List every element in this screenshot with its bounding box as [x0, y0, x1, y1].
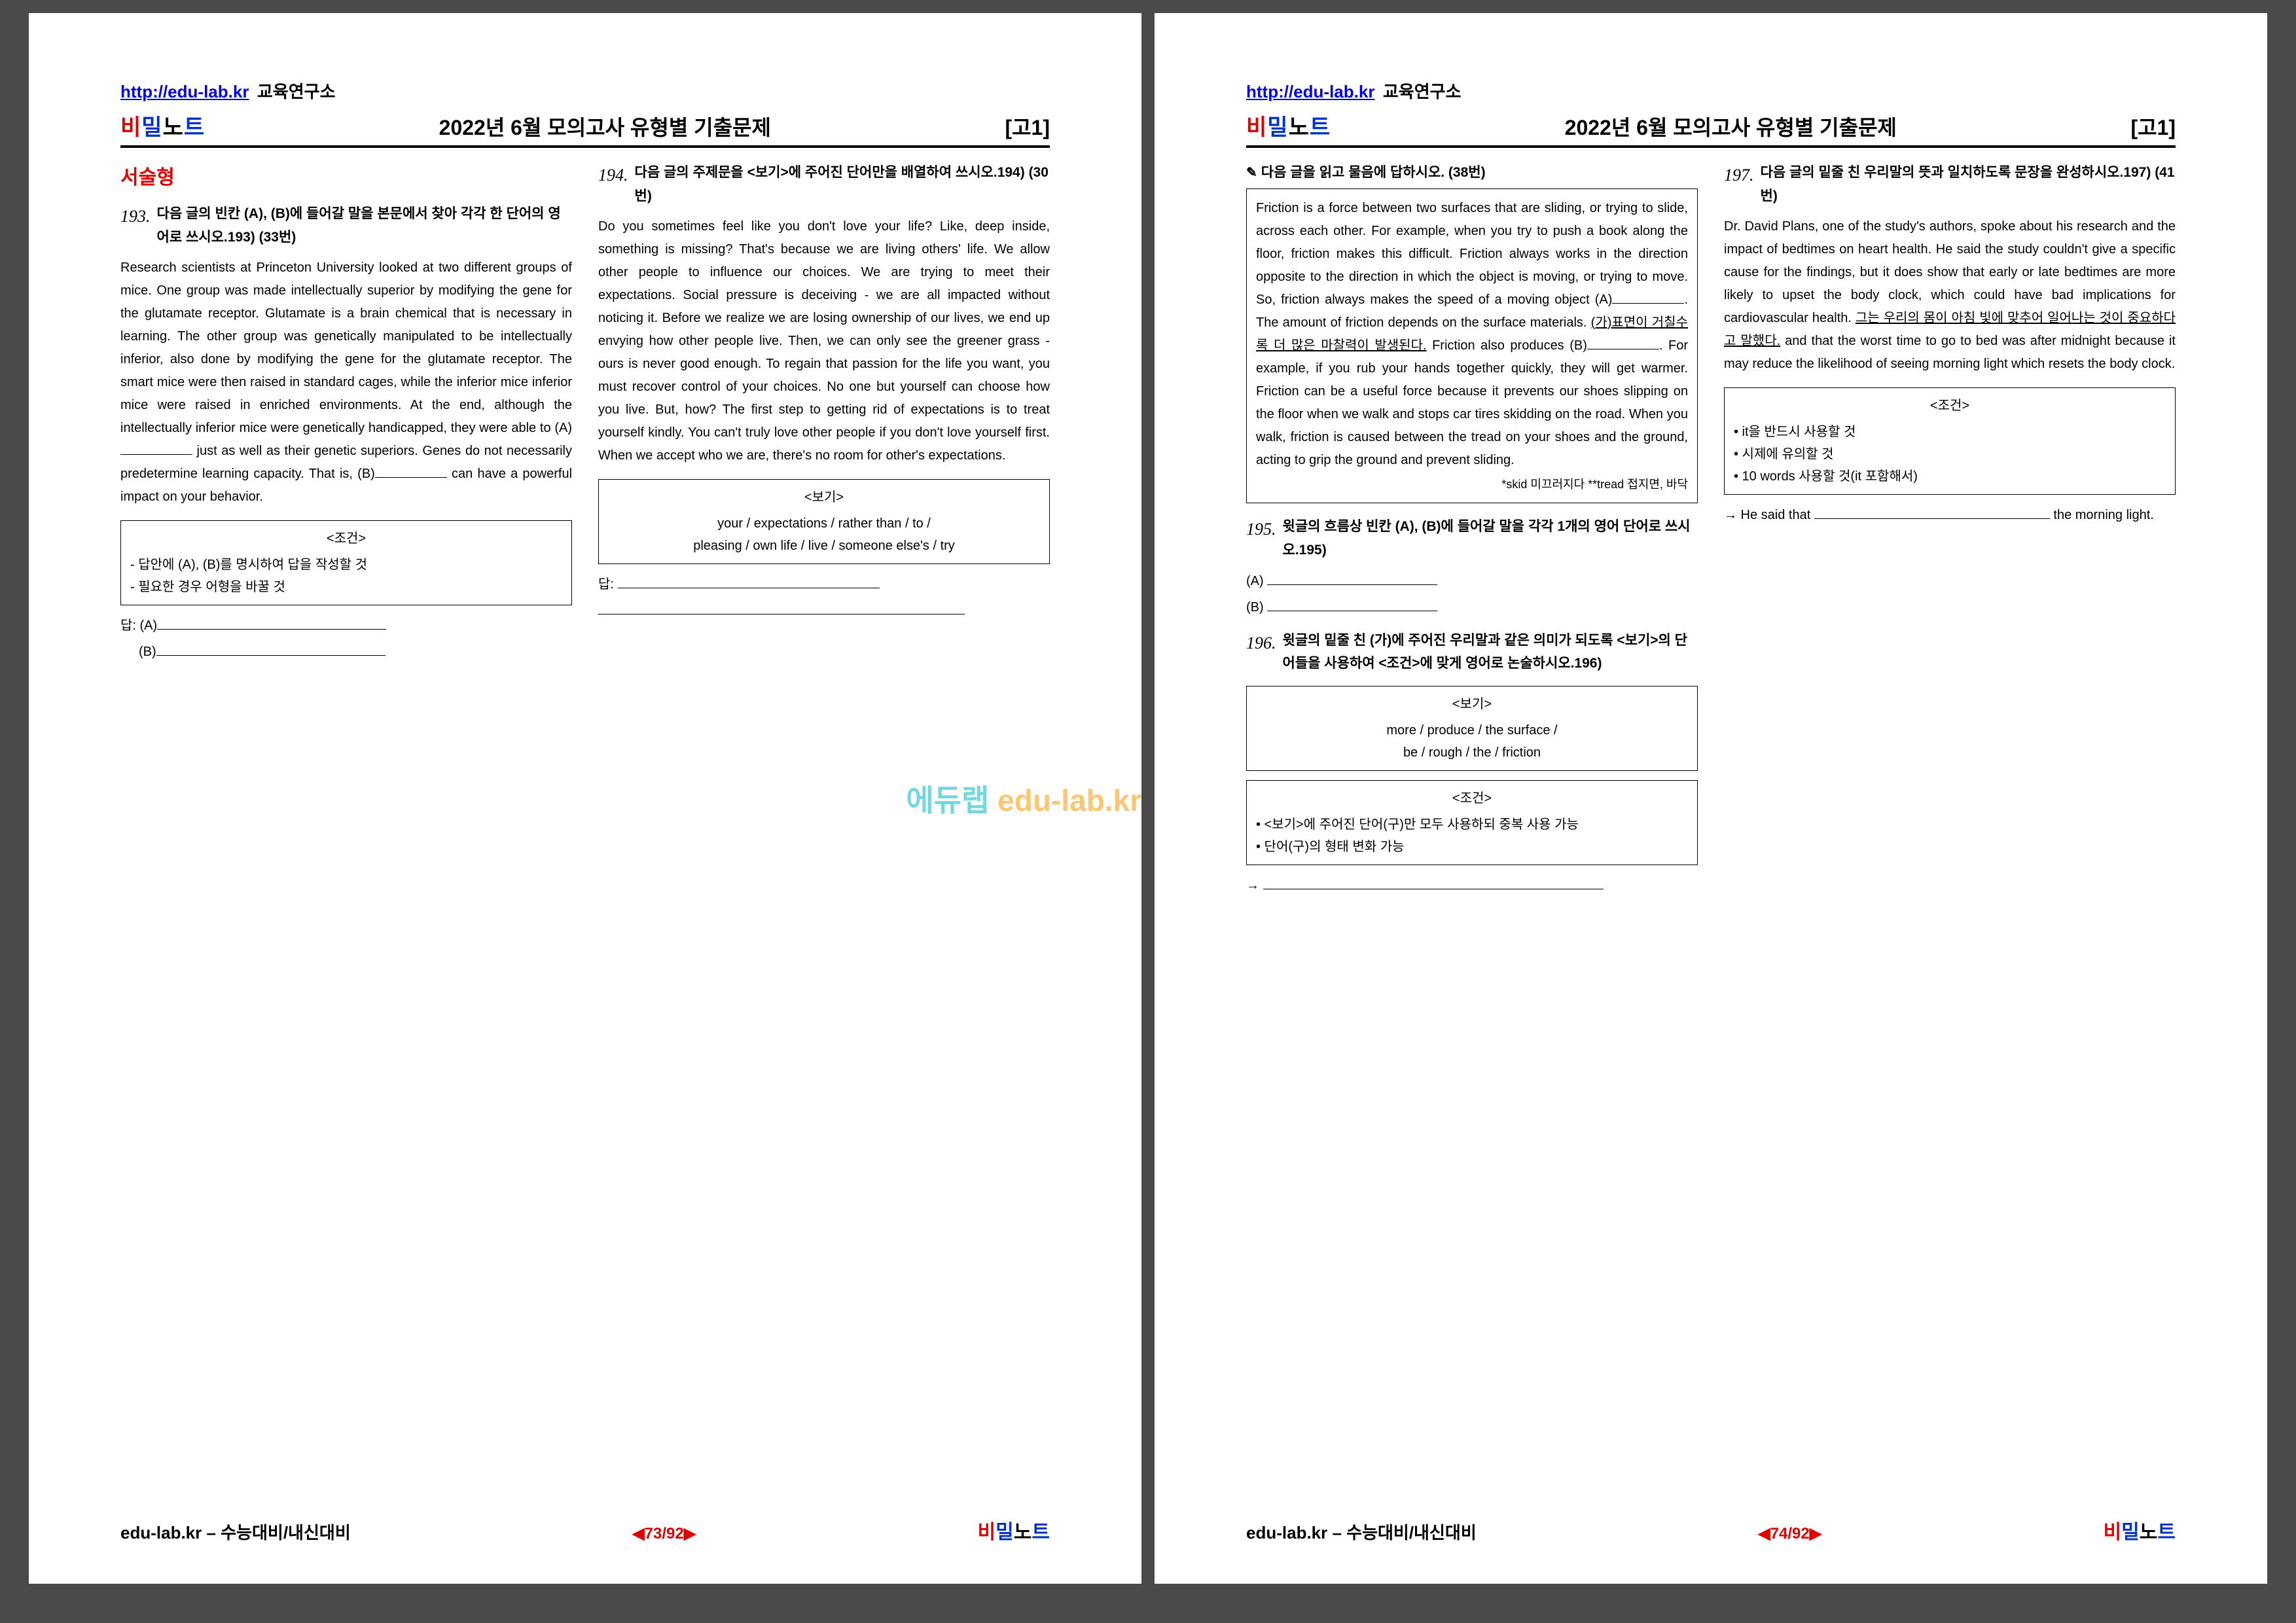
- content-columns: 서술형 193. 다음 글의 빈칸 (A), (B)에 들어갈 말을 본문에서 …: [120, 161, 1050, 1457]
- condition-title: <조건>: [130, 527, 562, 550]
- org-name: 교육연구소: [257, 82, 336, 101]
- page-left: http://edu-lab.kr 교육연구소 비밀노트 2022년 6월 모의…: [29, 13, 1141, 1584]
- content-columns: ✎다음 글을 읽고 물음에 답하시오. (38번) Friction is a …: [1246, 161, 2176, 1457]
- q195-number: 195.: [1246, 515, 1276, 544]
- q197-prompt: 다음 글의 밑줄 친 우리말의 뜻과 일치하도록 문장을 완성하시오.197) …: [1761, 161, 2176, 207]
- blank-a: [120, 442, 192, 455]
- reading-passage: Friction is a force between two surfaces…: [1246, 188, 1698, 504]
- example-title: <보기>: [608, 486, 1040, 508]
- q196-cond-box: <조건> • <보기>에 주어진 단어(구)만 모두 사용하되 중복 사용 가능…: [1246, 780, 1698, 865]
- q196-example-box: <보기> more / produce / the surface / be /…: [1246, 686, 1698, 771]
- example-line-1: more / produce / the surface /: [1256, 719, 1688, 741]
- right-column: 194. 다음 글의 주제문을 <보기>에 주어진 단어만을 배열하여 쓰시오.…: [598, 161, 1050, 1457]
- q194-answer-2: [598, 599, 1050, 622]
- example-title: <보기>: [1256, 693, 1688, 715]
- org-name: 교육연구소: [1383, 82, 1462, 101]
- footer-brand: 비밀노트: [2104, 1516, 2176, 1544]
- q195-ans-b: (B): [1246, 596, 1698, 618]
- left-column: 서술형 193. 다음 글의 빈칸 (A), (B)에 들어갈 말을 본문에서 …: [120, 161, 572, 1457]
- example-line-2: pleasing / own life / live / someone els…: [608, 535, 1040, 557]
- blank-a: [1612, 291, 1684, 304]
- top-link-row: http://edu-lab.kr 교육연구소: [1246, 79, 2176, 103]
- cond-3: • 10 words 사용할 것(it 포함해서): [1734, 465, 2166, 488]
- q193-number: 193.: [120, 202, 151, 231]
- grade-label: [고1]: [1005, 111, 1050, 141]
- q193-header: 193. 다음 글의 빈칸 (A), (B)에 들어갈 말을 본문에서 찾아 각…: [120, 202, 572, 253]
- right-column: 197. 다음 글의 밑줄 친 우리말의 뜻과 일치하도록 문장을 완성하시오.…: [1724, 161, 2176, 1457]
- grade-label: [고1]: [2130, 111, 2176, 141]
- brand-logo: 비밀노트: [1246, 109, 1331, 141]
- footer-page-num: ◀73/92▶: [632, 1524, 696, 1543]
- cond-title: <조건>: [1256, 787, 1688, 810]
- footer-left: edu-lab.kr – 수능대비/내신대비: [120, 1520, 351, 1544]
- q196-answer: →: [1246, 874, 1698, 897]
- header: 비밀노트 2022년 6월 모의고사 유형별 기출문제 [고1]: [120, 109, 1050, 148]
- page-right: http://edu-lab.kr 교육연구소 비밀노트 2022년 6월 모의…: [1155, 13, 2267, 1584]
- q196-number: 196.: [1246, 629, 1276, 658]
- footer-page-num: ◀74/92▶: [1758, 1524, 1821, 1543]
- q196-prompt: 윗글의 밑줄 친 (가)에 주어진 우리말과 같은 의미가 되도록 <보기>의 …: [1283, 629, 1698, 675]
- brand-logo: 비밀노트: [120, 109, 205, 141]
- q197-cond-box: <조건> • it을 반드시 사용할 것 • 시제에 유의할 것 • 10 wo…: [1724, 387, 2176, 495]
- q196-header: 196. 윗글의 밑줄 친 (가)에 주어진 우리말과 같은 의미가 되도록 <…: [1246, 629, 1698, 679]
- q193-answer-a: 답: (A): [120, 615, 572, 637]
- q193-answer-b: (B): [139, 641, 572, 663]
- site-link[interactable]: http://edu-lab.kr: [120, 82, 249, 101]
- q197-passage: Dr. David Plans, one of the study's auth…: [1724, 215, 2176, 376]
- q193-passage: Research scientists at Princeton Univers…: [120, 257, 572, 508]
- section-title: 서술형: [120, 161, 572, 194]
- q193-prompt: 다음 글의 빈칸 (A), (B)에 들어갈 말을 본문에서 찾아 각각 한 단…: [157, 202, 573, 249]
- blank-b: [1587, 336, 1659, 349]
- doc-title: 2022년 6월 모의고사 유형별 기출문제: [439, 111, 771, 141]
- example-line-1: your / expectations / rather than / to /: [608, 512, 1040, 535]
- footer-brand: 비밀노트: [978, 1516, 1050, 1544]
- cond-line-2: - 필요한 경우 어형을 바꿀 것: [130, 576, 562, 598]
- example-line-2: be / rough / the / friction: [1256, 741, 1688, 764]
- q197-header: 197. 다음 글의 밑줄 친 우리말의 뜻과 일치하도록 문장을 완성하시오.…: [1724, 161, 2176, 211]
- q195-ans-a: (A): [1246, 570, 1698, 592]
- site-link[interactable]: http://edu-lab.kr: [1246, 82, 1374, 101]
- q195-prompt: 윗글의 흐름상 빈칸 (A), (B)에 들어갈 말을 각각 1개의 영어 단어…: [1283, 515, 1698, 562]
- q194-example-box: <보기> your / expectations / rather than /…: [598, 479, 1050, 564]
- q193-condition-box: <조건> - 답안에 (A), (B)를 명시하여 답을 작성할 것 - 필요한…: [120, 520, 572, 605]
- q194-passage: Do you sometimes feel like you don't lov…: [598, 215, 1050, 467]
- header: 비밀노트 2022년 6월 모의고사 유형별 기출문제 [고1]: [1246, 109, 2176, 148]
- q194-prompt: 다음 글의 주제문을 <보기>에 주어진 단어만을 배열하여 쓰시오.194) …: [635, 161, 1050, 207]
- q197-answer: → He said that the morning light.: [1724, 504, 2176, 526]
- doc-title: 2022년 6월 모의고사 유형별 기출문제: [1565, 111, 1897, 141]
- cond-title: <조건>: [1734, 395, 2166, 417]
- reading-intro: ✎다음 글을 읽고 물음에 답하시오. (38번): [1246, 161, 1698, 185]
- left-column: ✎다음 글을 읽고 물음에 답하시오. (38번) Friction is a …: [1246, 161, 1698, 1457]
- cond-2: • 시제에 유의할 것: [1734, 443, 2166, 465]
- q197-number: 197.: [1724, 161, 1754, 190]
- cond-1: • <보기>에 주어진 단어(구)만 모두 사용하되 중복 사용 가능: [1256, 813, 1688, 836]
- cond-1: • it을 반드시 사용할 것: [1734, 421, 2166, 443]
- blank-b: [375, 465, 447, 478]
- cond-2: • 단어(구)의 형태 변화 가능: [1256, 836, 1688, 858]
- top-link-row: http://edu-lab.kr 교육연구소: [120, 79, 1050, 103]
- q194-header: 194. 다음 글의 주제문을 <보기>에 주어진 단어만을 배열하여 쓰시오.…: [598, 161, 1050, 211]
- q194-answer: 답:: [598, 573, 1050, 596]
- footer: edu-lab.kr – 수능대비/내신대비 ◀74/92▶ 비밀노트: [1246, 1516, 2176, 1544]
- footnote: *skid 미끄러지다 **tread 접지면, 바닥: [1256, 474, 1688, 495]
- footer: edu-lab.kr – 수능대비/내신대비 ◀73/92▶ 비밀노트: [120, 1516, 1050, 1544]
- pencil-icon: ✎: [1246, 166, 1257, 180]
- q195-header: 195. 윗글의 흐름상 빈칸 (A), (B)에 들어갈 말을 각각 1개의 …: [1246, 515, 1698, 565]
- q194-number: 194.: [598, 161, 628, 190]
- cond-line-1: - 답안에 (A), (B)를 명시하여 답을 작성할 것: [130, 554, 562, 576]
- footer-left: edu-lab.kr – 수능대비/내신대비: [1246, 1520, 1477, 1544]
